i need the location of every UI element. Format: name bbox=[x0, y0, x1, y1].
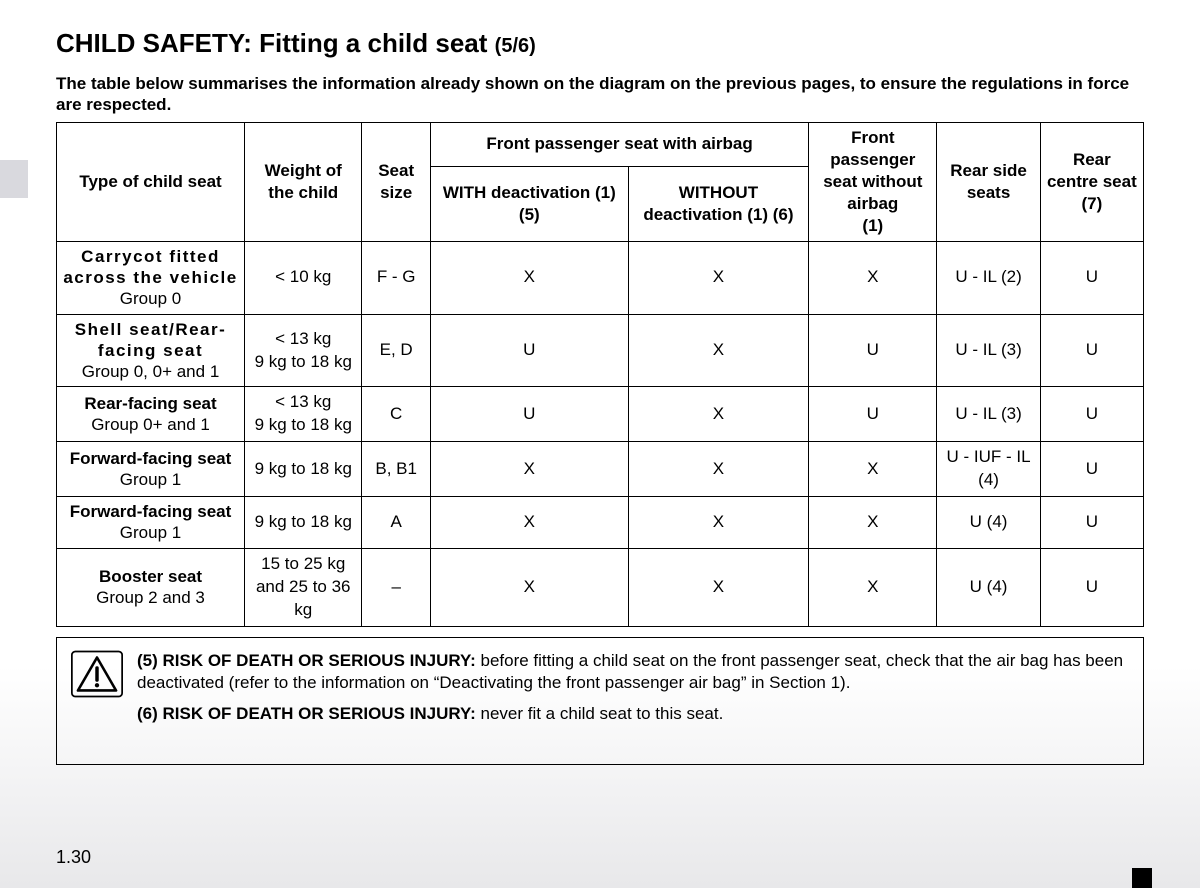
col-front-no-airbag-header: Front passenger seat without airbag (1) bbox=[809, 122, 937, 241]
table-row: Forward-facing seat Group 1 9 kg to 18 kgB… bbox=[57, 442, 1144, 497]
page-title: CHILD SAFETY: Fitting a child seat (5/6) bbox=[56, 28, 1144, 59]
col-type-header: Type of child seat bbox=[57, 122, 245, 241]
cell-without-deactivation: X bbox=[628, 442, 808, 497]
cell-no-airbag: U bbox=[809, 314, 937, 387]
cell-weight: < 13 kg9 kg to 18 kg bbox=[245, 387, 362, 442]
col-rear-centre-header: Rear centre seat (7) bbox=[1040, 122, 1143, 241]
table-row: Booster seat Group 2 and 3 15 to 25 kg and… bbox=[57, 548, 1144, 626]
cell-with-deactivation: U bbox=[430, 314, 628, 387]
cell-without-deactivation: X bbox=[628, 314, 808, 387]
cell-rear-centre: U bbox=[1040, 387, 1143, 442]
cell-with-deactivation: X bbox=[430, 497, 628, 549]
type-name: Carrycot fitted across the vehicle bbox=[63, 247, 237, 287]
cell-without-deactivation: X bbox=[628, 548, 808, 626]
cell-rear-centre: U bbox=[1040, 497, 1143, 549]
cell-type: Forward-facing seat Group 1 bbox=[57, 442, 245, 497]
type-group: Group 0 bbox=[120, 289, 181, 308]
cell-type: Carrycot fitted across the vehicle Group … bbox=[57, 241, 245, 314]
col-front-airbag-group-header: Front passenger seat with airbag bbox=[430, 122, 808, 166]
type-name: Forward-facing seat bbox=[70, 502, 232, 521]
col-rear-centre-note: (7) bbox=[1081, 194, 1102, 213]
child-seat-table: Type of child seat Weight of the child S… bbox=[56, 122, 1144, 627]
cell-rear-side: U (4) bbox=[937, 497, 1040, 549]
cell-without-deactivation: X bbox=[628, 241, 808, 314]
title-page-ref: (5/6) bbox=[495, 35, 536, 57]
col-with-deactivation-header: WITH deactivation (1) (5) bbox=[430, 166, 628, 241]
cell-no-airbag: U bbox=[809, 387, 937, 442]
title-main: CHILD SAFETY: Fitting a child seat bbox=[56, 28, 495, 58]
cell-without-deactivation: X bbox=[628, 497, 808, 549]
type-name: Rear-facing seat bbox=[84, 394, 216, 413]
cell-rear-side: U - IL (3) bbox=[937, 387, 1040, 442]
cell-rear-side: U (4) bbox=[937, 548, 1040, 626]
cell-weight: < 13 kg9 kg to 18 kg bbox=[245, 314, 362, 387]
cell-rear-side: U - IUF - IL(4) bbox=[937, 442, 1040, 497]
col-weight-header: Weight of the child bbox=[245, 122, 362, 241]
cell-with-deactivation: U bbox=[430, 387, 628, 442]
table-row: Rear-facing seat Group 0+ and 1 < 13 kg9 k… bbox=[57, 387, 1144, 442]
col-rear-side-header: Rear side seats bbox=[937, 122, 1040, 241]
cell-rear-side: U - IL (2) bbox=[937, 241, 1040, 314]
cell-type: Forward-facing seat Group 1 bbox=[57, 497, 245, 549]
page-edge-tab bbox=[0, 160, 28, 198]
type-name: Shell seat/Rear-facing seat bbox=[75, 320, 227, 360]
table-row: Forward-facing seat Group 1 9 kg to 18 kgA… bbox=[57, 497, 1144, 549]
warning-note6-text: never fit a child seat to this seat. bbox=[476, 704, 724, 723]
col-front-no-airbag-note: (1) bbox=[862, 216, 883, 235]
cell-weight: 9 kg to 18 kg bbox=[245, 497, 362, 549]
cell-size: A bbox=[362, 497, 430, 549]
table-row: Carrycot fitted across the vehicle Group … bbox=[57, 241, 1144, 314]
intro-text: The table below summarises the informati… bbox=[56, 73, 1144, 116]
cell-rear-centre: U bbox=[1040, 314, 1143, 387]
page-corner-mark bbox=[1132, 868, 1152, 888]
type-group: Group 1 bbox=[120, 470, 181, 489]
col-without-deactivation-header: WITHOUT deactivation (1) (6) bbox=[628, 166, 808, 241]
cell-rear-centre: U bbox=[1040, 548, 1143, 626]
table-row: Shell seat/Rear-facing seat Group 0, 0+ a… bbox=[57, 314, 1144, 387]
cell-type: Shell seat/Rear-facing seat Group 0, 0+ a… bbox=[57, 314, 245, 387]
col-size-header: Seat size bbox=[362, 122, 430, 241]
cell-size: E, D bbox=[362, 314, 430, 387]
cell-no-airbag: X bbox=[809, 548, 937, 626]
type-group: Group 2 and 3 bbox=[96, 588, 205, 607]
type-name: Forward-facing seat bbox=[70, 449, 232, 468]
warning-note5-bold: (5) RISK OF DEATH OR SERIOUS INJURY: bbox=[137, 651, 476, 670]
warning-note6-bold: (6) RISK OF DEATH OR SERIOUS INJURY: bbox=[137, 704, 476, 723]
cell-size: C bbox=[362, 387, 430, 442]
col-rear-centre-label: Rear centre seat bbox=[1047, 150, 1137, 191]
warning-text: (5) RISK OF DEATH OR SERIOUS INJURY: bef… bbox=[137, 650, 1129, 735]
page-number: 1.30 bbox=[56, 847, 91, 868]
cell-type: Rear-facing seat Group 0+ and 1 bbox=[57, 387, 245, 442]
cell-weight: 15 to 25 kg and 25 to 36 kg bbox=[245, 548, 362, 626]
type-group: Group 1 bbox=[120, 523, 181, 542]
type-name: Booster seat bbox=[99, 567, 202, 586]
cell-weight: 9 kg to 18 kg bbox=[245, 442, 362, 497]
cell-weight: < 10 kg bbox=[245, 241, 362, 314]
cell-type: Booster seat Group 2 and 3 bbox=[57, 548, 245, 626]
cell-rear-side: U - IL (3) bbox=[937, 314, 1040, 387]
warning-box: (5) RISK OF DEATH OR SERIOUS INJURY: bef… bbox=[56, 637, 1144, 766]
cell-no-airbag: X bbox=[809, 241, 937, 314]
type-group: Group 0, 0+ and 1 bbox=[82, 362, 220, 381]
cell-with-deactivation: X bbox=[430, 442, 628, 497]
cell-with-deactivation: X bbox=[430, 548, 628, 626]
cell-rear-centre: U bbox=[1040, 241, 1143, 314]
cell-with-deactivation: X bbox=[430, 241, 628, 314]
cell-rear-centre: U bbox=[1040, 442, 1143, 497]
cell-size: F - G bbox=[362, 241, 430, 314]
warning-icon bbox=[71, 650, 123, 698]
cell-no-airbag: X bbox=[809, 497, 937, 549]
cell-size: B, B1 bbox=[362, 442, 430, 497]
cell-without-deactivation: X bbox=[628, 387, 808, 442]
cell-no-airbag: X bbox=[809, 442, 937, 497]
cell-size: – bbox=[362, 548, 430, 626]
type-group: Group 0+ and 1 bbox=[91, 415, 210, 434]
col-front-no-airbag-label: Front passenger seat without airbag bbox=[823, 128, 922, 213]
